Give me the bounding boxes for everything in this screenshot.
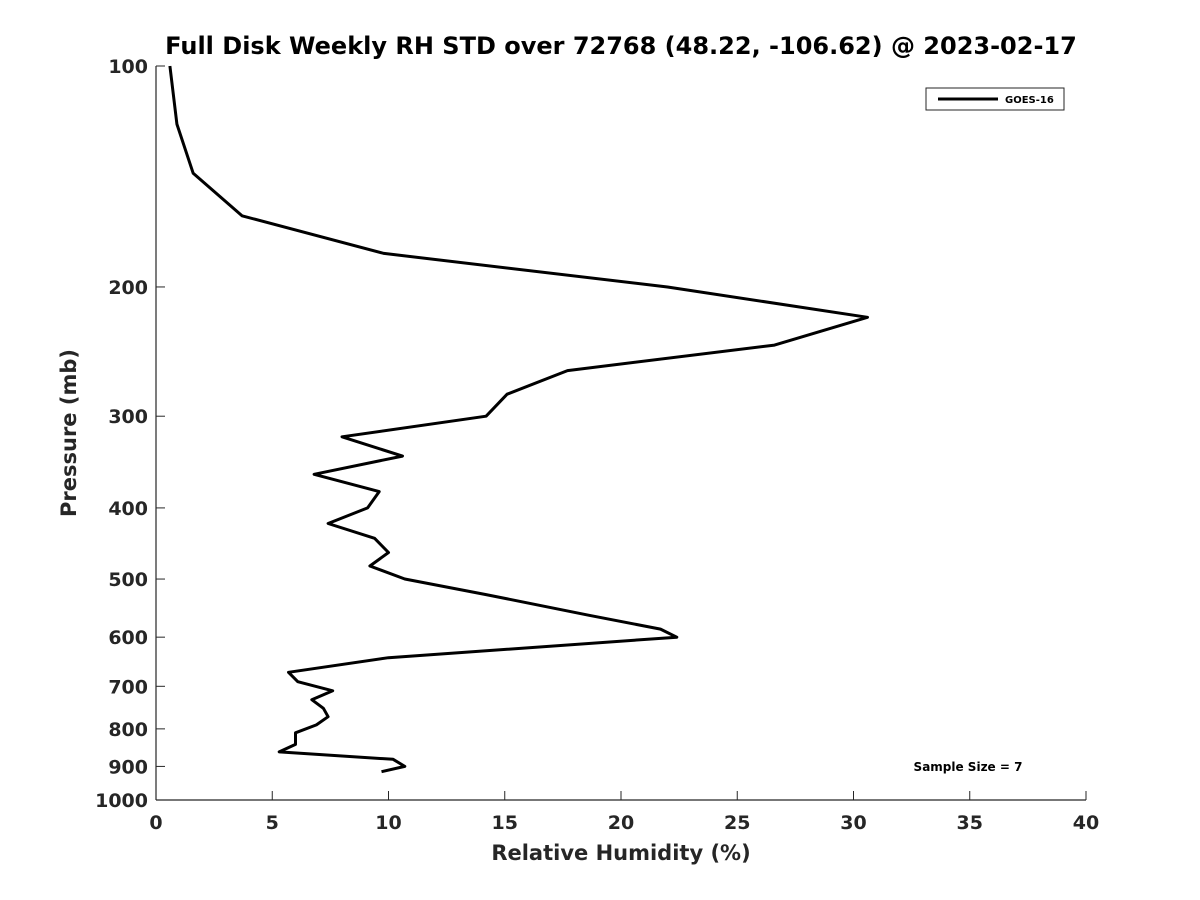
axes — [155, 65, 1087, 801]
x-tick-label: 30 — [840, 812, 866, 834]
legend: GOES-16 — [925, 87, 1065, 111]
y-tick-label: 300 — [108, 406, 148, 428]
tick-labels: 0 5 10 15 20 25 30 35 40 100 200 300 400 500 600 700 800… — [95, 56, 1099, 834]
x-tick-label: 10 — [375, 812, 401, 834]
y-tick-label: 400 — [108, 498, 148, 520]
x-tick-label: 35 — [957, 812, 983, 834]
y-tick-label: 600 — [108, 627, 148, 649]
sample-size-annotation: Sample Size = 7 — [914, 760, 1023, 774]
y-tick-label: 700 — [108, 676, 148, 698]
y-axis-label: Pressure (mb) — [57, 349, 81, 517]
chart-title: Full Disk Weekly RH STD over 72768 (48.2… — [165, 32, 1077, 60]
x-axis-label: Relative Humidity (%) — [491, 841, 750, 865]
series-line — [168, 65, 869, 774]
y-tick-label: 900 — [108, 756, 148, 778]
x-tick-label: 0 — [149, 812, 162, 834]
x-tick-label: 25 — [724, 812, 750, 834]
y-tick-label: 100 — [108, 56, 148, 78]
x-tick-label: 5 — [266, 812, 279, 834]
y-tick-label: 200 — [108, 277, 148, 299]
y-tick-label: 500 — [108, 569, 148, 591]
x-tick-label: 15 — [492, 812, 518, 834]
y-tick-label: 800 — [108, 719, 148, 741]
series-layer — [168, 65, 869, 774]
y-tick-label: 1000 — [95, 790, 148, 812]
x-tick-label: 40 — [1073, 812, 1099, 834]
x-tick-label: 20 — [608, 812, 634, 834]
legend-label: GOES-16 — [1005, 95, 1054, 106]
